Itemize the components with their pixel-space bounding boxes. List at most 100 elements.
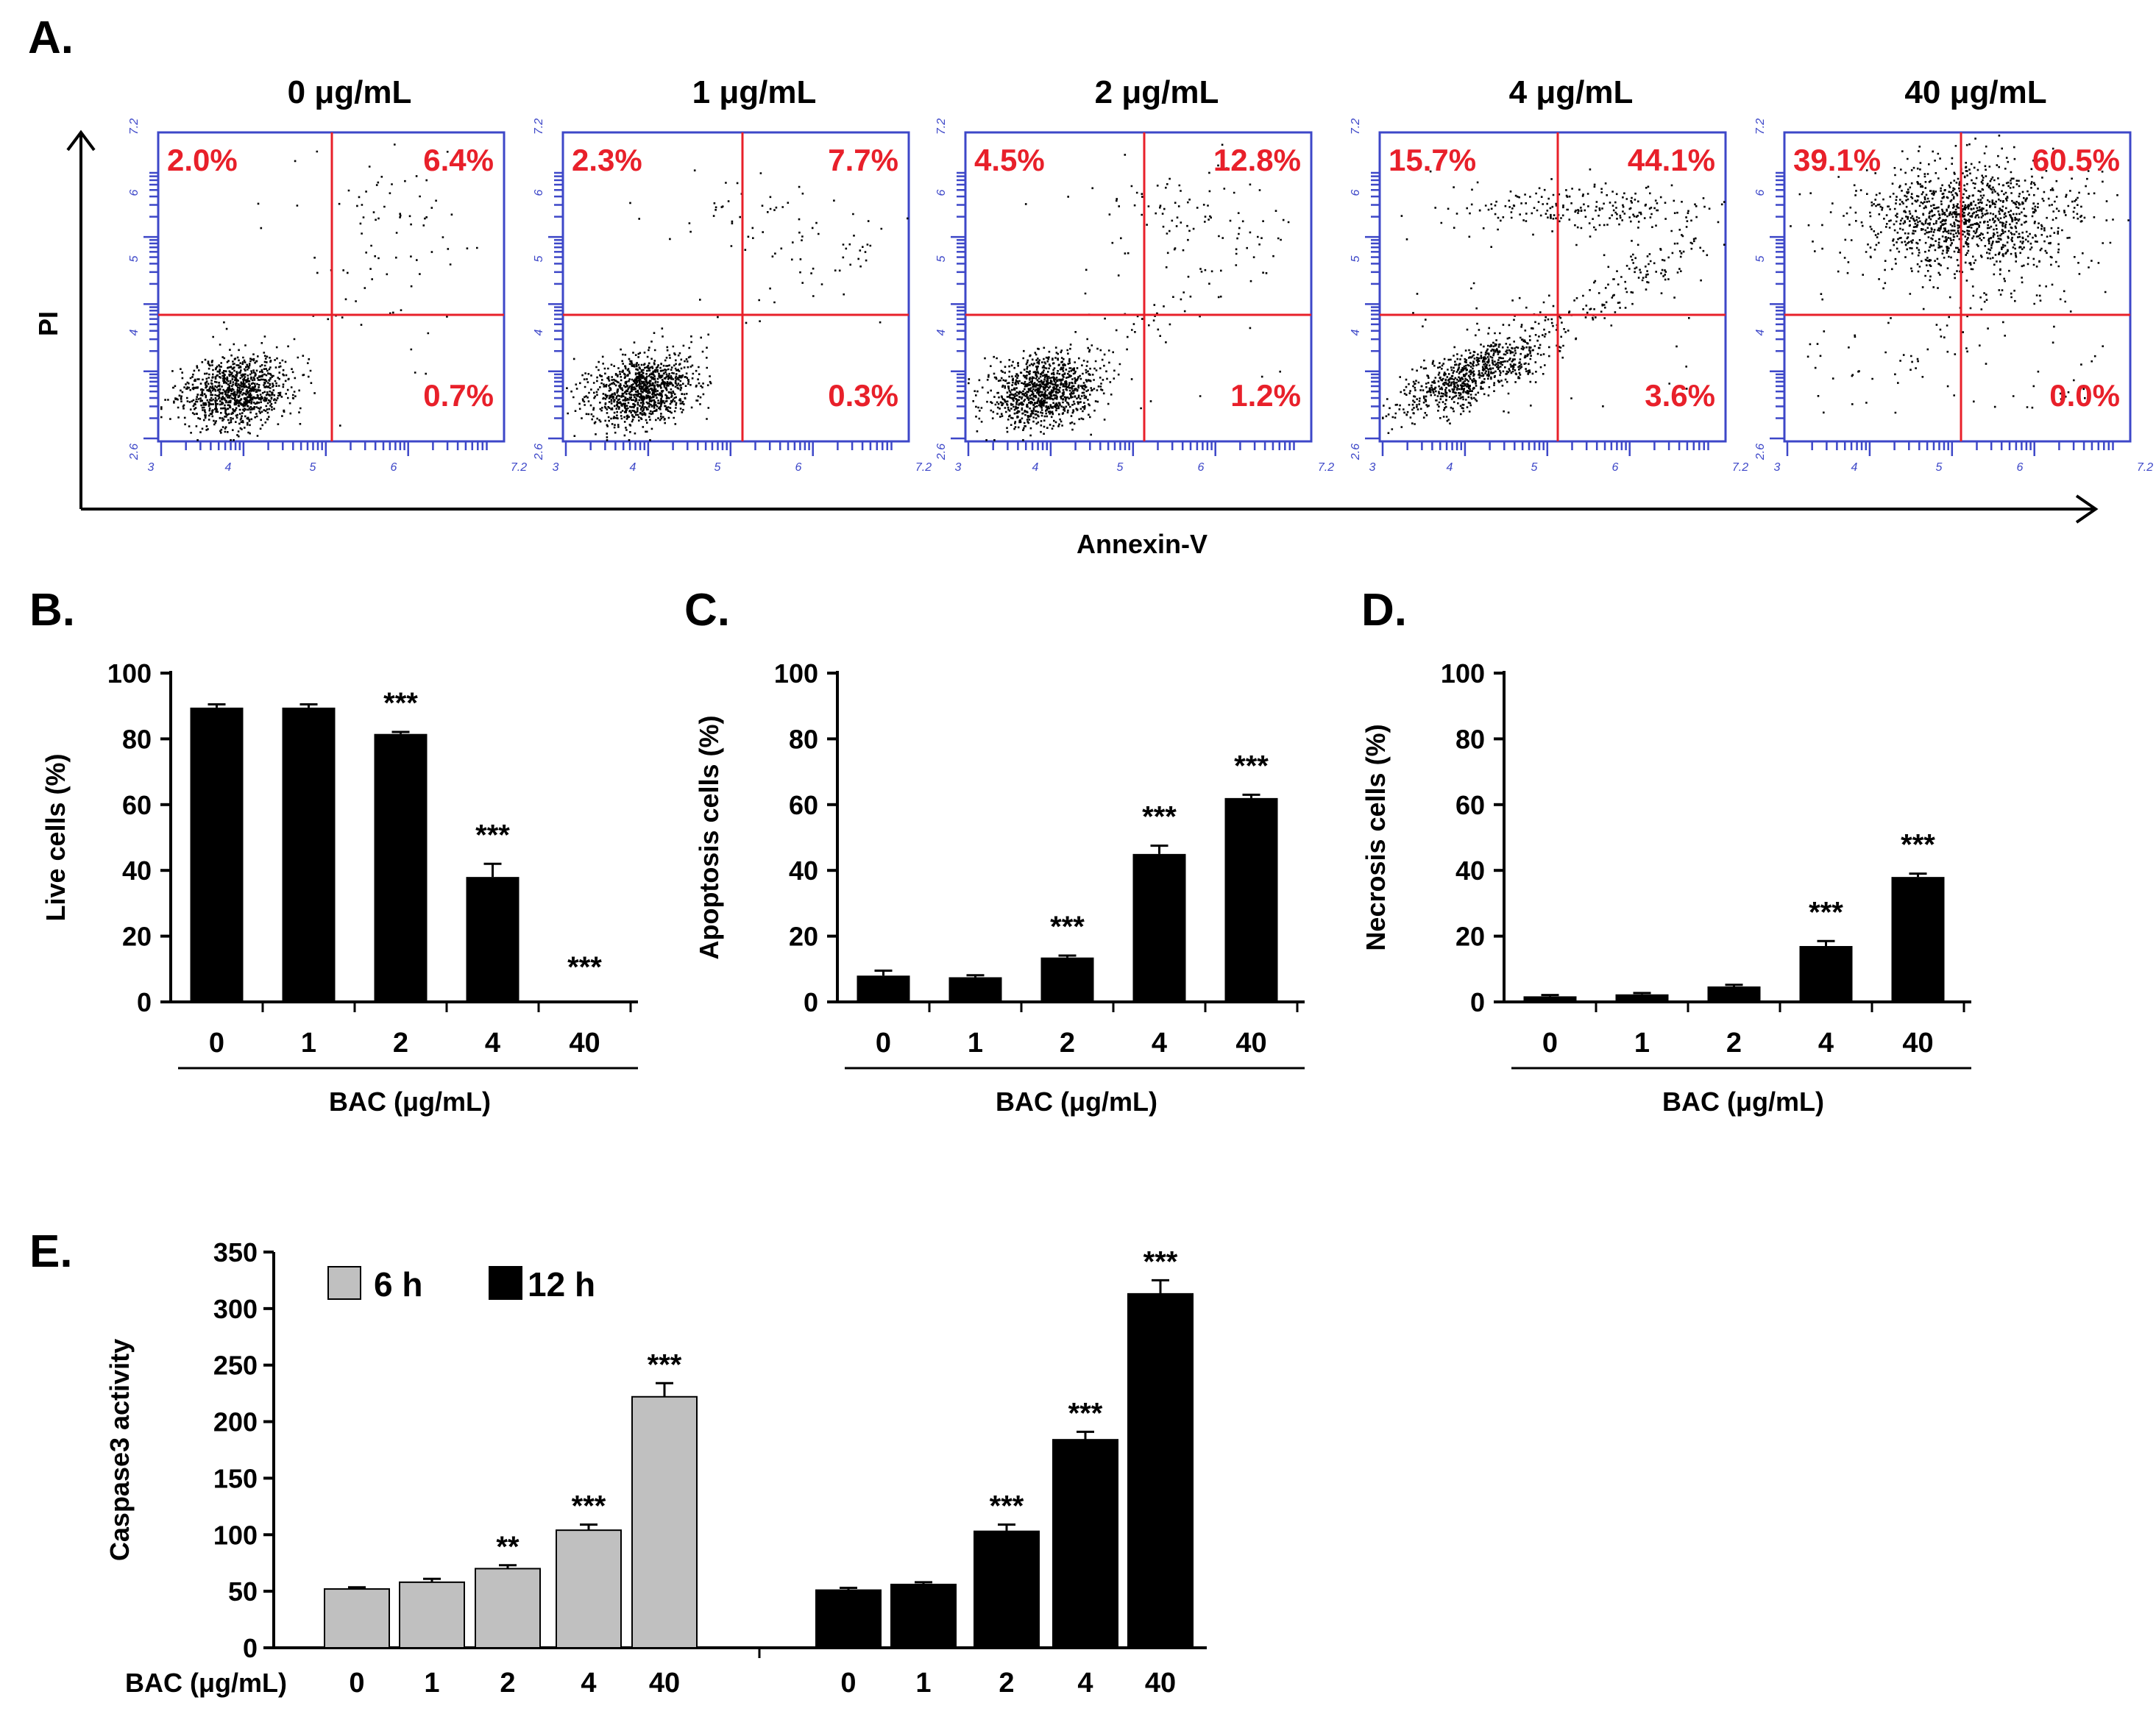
y-axis-tick-label: 5 (935, 255, 948, 262)
flow-plot-title: 40 μg/mL (1904, 74, 2046, 110)
y-tick-label: 0 (137, 987, 152, 1017)
bar (974, 1530, 1040, 1649)
significance-stars: *** (1809, 896, 1843, 928)
x-axis-tick-label: 5 (1531, 461, 1538, 474)
x-tick-label: 4 (1077, 1668, 1093, 1699)
bar (1707, 986, 1761, 1002)
bar (556, 1529, 622, 1649)
legend-label-6h: 6 h (374, 1265, 422, 1304)
significance-stars: *** (383, 687, 418, 719)
y-axis-tick-label: 6 (533, 189, 545, 196)
y-tick-label: 60 (1455, 790, 1485, 820)
x-tick-label: 1 (424, 1668, 439, 1699)
x-axis-tick-label: 5 (1936, 461, 1943, 474)
y-tick-label: 60 (122, 790, 152, 820)
x-axis-tick-label: 6 (2017, 461, 2024, 474)
x-axis-tick-label: 6 (1612, 461, 1619, 474)
flow-plot-title: 4 μg/mL (1509, 74, 1634, 110)
scatter-points (1382, 166, 1726, 434)
significance-stars: *** (1050, 911, 1085, 943)
y-tick-label: 0 (804, 987, 818, 1017)
x-axis-label: BAC (μg/mL) (996, 1087, 1157, 1117)
x-tick-label: 2 (500, 1668, 515, 1699)
panel-e-label: E. (29, 1226, 73, 1277)
x-axis-label: BAC (μg/mL) (329, 1087, 491, 1117)
x-tick-label: 1 (968, 1028, 983, 1059)
significance-stars: *** (1143, 1245, 1178, 1278)
quadrant-ur-percent: 44.1% (1628, 143, 1715, 177)
bar (1615, 994, 1669, 1002)
pi-axis-label: PI (33, 311, 63, 336)
flow-plot-title: 2 μg/mL (1095, 74, 1219, 110)
x-axis-tick-label: 3 (553, 461, 559, 474)
flow-plot-0: 0 μg/mL 3 4 5 6 7.2 2.6 4 5 6 7.2 2.0% 6.4% 0.7% (128, 74, 527, 474)
significance-stars: *** (990, 1490, 1024, 1522)
quadrant-ul-percent: 2.3% (572, 143, 642, 177)
x-axis-arrow-head (2075, 494, 2099, 524)
significance-stars: *** (1901, 829, 1935, 861)
x-tick-label: 0 (840, 1668, 856, 1699)
quadrant-lr-percent: 0.3% (828, 378, 898, 413)
panel-d: D. 0 20 40 60 80 100 Necrosis cells (%) 0 1 2 *** 4 *… (1361, 585, 1971, 1117)
y-axis-tick-label: 6 (935, 189, 948, 196)
y-axis-label: Caspase3 activity (104, 1339, 135, 1561)
significance-stars: *** (1068, 1397, 1103, 1429)
x-axis-tick-label: 4 (1851, 461, 1858, 474)
y-tick-label: 100 (107, 658, 152, 689)
flow-plot-frame (964, 131, 1313, 443)
y-axis-label: Necrosis cells (%) (1361, 724, 1391, 950)
bar (1224, 797, 1278, 1002)
x-axis-tick-label: 3 (955, 461, 962, 474)
y-axis-tick-label: 2.6 (1754, 444, 1767, 460)
x-tick-label: 40 (1145, 1668, 1176, 1699)
y-axis-tick-label: 6 (1350, 189, 1362, 196)
x-tick-label: 40 (649, 1668, 680, 1699)
legend-label-12h: 12 h (528, 1265, 595, 1304)
x-axis-tick-label: 4 (1447, 461, 1453, 474)
x-axis-tick-label: 7.2 (2137, 461, 2153, 474)
x-axis-tick-label: 7.2 (511, 461, 527, 474)
y-tick-label: 100 (213, 1520, 258, 1550)
x-axis-tick-label: 7.2 (915, 461, 932, 474)
bar (324, 1588, 390, 1649)
y-axis-tick-label: 7.2 (128, 118, 141, 135)
x-tick-label: 1 (915, 1668, 931, 1699)
flow-plot-1: 1 μg/mL 3 4 5 6 7.2 2.6 4 5 6 7.2 2.3% 7.7% 0.3% (533, 74, 932, 474)
x-tick-label: 4 (485, 1028, 500, 1059)
x-tick-label: 4 (581, 1668, 596, 1699)
x-tick-label: 40 (569, 1028, 600, 1059)
y-axis-tick-label: 4 (935, 329, 948, 335)
bar (1127, 1292, 1194, 1649)
quadrant-lr-percent: 1.2% (1230, 378, 1301, 413)
y-tick-label: 350 (213, 1237, 258, 1267)
y-axis-tick-label: 5 (533, 255, 545, 262)
y-axis-label: Apoptosis cells (%) (694, 715, 724, 959)
y-axis-arrow-head (66, 129, 96, 152)
flow-plot-frame (1783, 131, 2132, 443)
quadrant-ur-percent: 7.7% (828, 143, 898, 177)
significance-stars: ** (496, 1531, 520, 1563)
x-tick-label: 0 (1542, 1028, 1558, 1059)
x-tick-label: 0 (349, 1668, 364, 1699)
y-tick-label: 100 (1441, 658, 1485, 689)
x-axis-tick-label: 4 (225, 461, 232, 474)
bar (466, 877, 520, 1002)
panel-label: B. (29, 585, 75, 636)
x-tick-label: 0 (209, 1028, 224, 1059)
panel-label: C. (684, 585, 730, 636)
x-axis-tick-label: 5 (1117, 461, 1124, 474)
x-axis-tick-label: 3 (1774, 461, 1781, 474)
y-tick-label: 250 (213, 1351, 258, 1381)
panel-b: B. 0 20 40 60 80 100 Live cells (%) 0 1 *** 2 *** 4 **… (29, 585, 638, 1117)
panel-c: C. 0 20 40 60 80 100 Apoptosis cells (%) 0 1 *** 2 *… (684, 585, 1305, 1117)
y-axis-label: Live cells (%) (40, 753, 71, 921)
quadrant-ur-percent: 6.4% (423, 143, 494, 177)
x-tick-label: 40 (1902, 1028, 1933, 1059)
flow-plot-2: 2 μg/mL 3 4 5 6 7.2 2.6 4 5 6 7.2 4.5% 12.8% 1.2% (935, 74, 1334, 474)
panel-a-label: A. (28, 13, 74, 63)
x-axis-tick-label: 6 (1198, 461, 1205, 474)
bar (1132, 853, 1186, 1002)
x-axis-tick-label: 6 (391, 461, 397, 474)
bar (374, 733, 428, 1002)
